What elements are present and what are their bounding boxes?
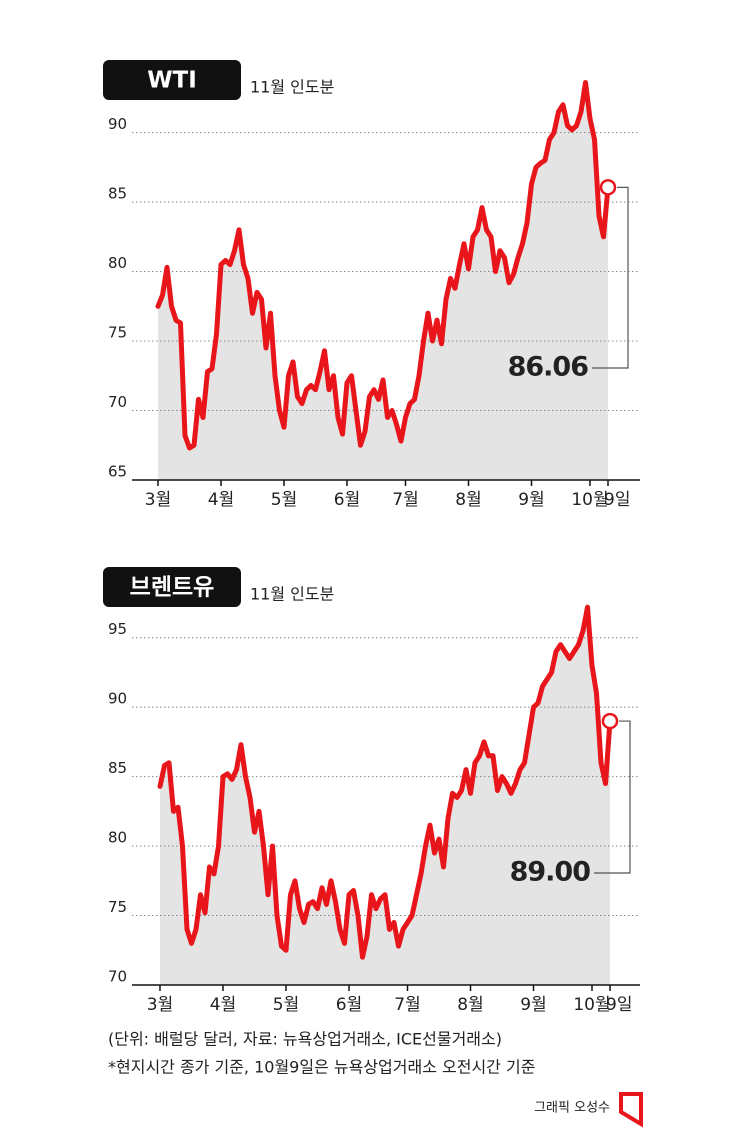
title-box — [103, 60, 241, 100]
y-tick-label: 90 — [108, 690, 127, 708]
value-label: 89.00 — [510, 857, 591, 888]
y-tick-label: 75 — [108, 324, 127, 342]
y-tick-label: 75 — [108, 898, 127, 916]
x-tick-label: 7월 — [394, 995, 420, 1015]
x-tick-label: 9일 — [606, 995, 632, 1015]
value-label: 86.06 — [508, 352, 589, 383]
price-line — [155, 80, 611, 451]
chart-subtitle: 11월 인도분 — [250, 585, 334, 604]
note: *현지시간 종가 기준, 10월9일은 뉴욕상업거래소 오전시간 기준 — [108, 1058, 535, 1077]
x-tick-label: 5월 — [271, 490, 297, 510]
credit: 그래픽 오성수 — [534, 1101, 610, 1116]
x-tick-label: 9일 — [604, 490, 630, 510]
y-tick-label: 95 — [108, 620, 127, 638]
x-tick-label: 8월 — [455, 490, 481, 510]
y-tick-label: 85 — [108, 759, 127, 777]
x-tick-label: 3월 — [145, 490, 171, 510]
price-line — [157, 604, 613, 960]
area-fill — [160, 607, 610, 985]
area-fill — [158, 82, 608, 480]
x-tick-label: 6월 — [336, 995, 362, 1015]
chart-title: WTI — [147, 68, 197, 94]
annotation-bracket — [592, 186, 629, 369]
chart-subtitle: 11월 인도분 — [250, 78, 334, 97]
last-point — [599, 179, 617, 196]
y-tick-label: 70 — [108, 968, 127, 986]
annotation-bracket — [594, 720, 631, 874]
x-tick-label: 5월 — [273, 995, 299, 1015]
y-tick-label: 80 — [108, 254, 127, 272]
x-tick-label: 8월 — [457, 995, 483, 1015]
last-point — [601, 712, 619, 730]
y-tick-label: 80 — [108, 829, 127, 847]
x-tick-label: 9월 — [518, 490, 544, 510]
x-tick-label: 9월 — [520, 995, 546, 1015]
x-tick-label: 4월 — [210, 995, 236, 1015]
note: (단위: 배럴당 달러, 자료: 뉴욕상업거래소, ICE선물거래소) — [108, 1030, 502, 1049]
x-tick-label: 7월 — [392, 490, 418, 510]
chart-title: 브렌트유 — [130, 575, 215, 601]
y-tick-label: 70 — [108, 393, 127, 411]
title-box — [103, 567, 241, 607]
x-tick-label: 10월 — [571, 490, 608, 510]
x-tick-label: 3월 — [147, 995, 173, 1015]
y-tick-label: 65 — [108, 463, 127, 481]
y-tick-label: 90 — [108, 115, 127, 133]
x-tick-label: 4월 — [208, 490, 234, 510]
x-tick-label: 10월 — [573, 995, 610, 1015]
y-tick-label: 85 — [108, 185, 127, 203]
x-tick-label: 6월 — [334, 490, 360, 510]
logo — [619, 1092, 643, 1128]
